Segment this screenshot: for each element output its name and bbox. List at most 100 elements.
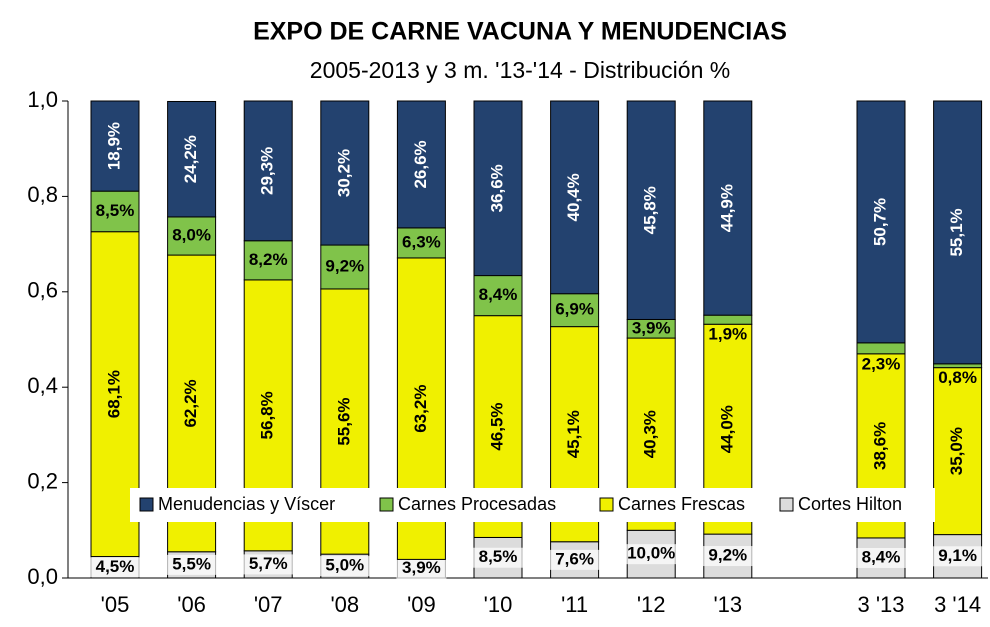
- data-label: 9,2%: [325, 256, 364, 275]
- y-tick-label: 1,0: [27, 87, 58, 112]
- data-label: 10,0%: [627, 544, 675, 563]
- bar-segment: [320, 100, 370, 246]
- bar-segment: [703, 314, 753, 325]
- data-label: 8,5%: [96, 201, 135, 220]
- data-label: 55,1%: [947, 208, 966, 256]
- data-label: 45,1%: [564, 410, 583, 458]
- label-box: [932, 546, 983, 567]
- legend-label: Menudencias y Víscer: [158, 494, 335, 514]
- y-tick-label: 0,8: [27, 182, 58, 207]
- data-label: 7,6%: [555, 549, 594, 568]
- x-tick-label: '06: [177, 592, 206, 617]
- bar-segment: [473, 100, 523, 277]
- data-label: 24,2%: [181, 135, 200, 183]
- legend-swatch: [779, 497, 794, 512]
- y-tick-label: 0,4: [27, 373, 58, 398]
- legend-box: [130, 488, 935, 522]
- x-tick-label: '05: [101, 592, 130, 617]
- bar-segment: [90, 190, 140, 233]
- data-label: 5,7%: [249, 554, 288, 573]
- label-box: [166, 554, 217, 575]
- bar-segment: [703, 100, 753, 316]
- data-label: 68,1%: [104, 370, 123, 418]
- data-label: 8,4%: [479, 285, 518, 304]
- y-tick-label: 0,6: [27, 278, 58, 303]
- data-label: 44,0%: [717, 405, 736, 453]
- bar-segment: [933, 100, 983, 365]
- y-tick-label: 0,0: [27, 564, 58, 589]
- label-box: [473, 547, 523, 568]
- x-tick-label: '13: [713, 592, 742, 617]
- bar-segment: [320, 244, 370, 290]
- data-label: 1,9%: [708, 325, 747, 344]
- data-label: 44,9%: [717, 184, 736, 232]
- data-label: 4,5%: [96, 557, 135, 576]
- data-label: 6,9%: [555, 300, 594, 319]
- data-label: 5,5%: [172, 554, 211, 573]
- legend-label: Cortes Hilton: [798, 494, 902, 514]
- x-tick-label: '11: [561, 592, 588, 617]
- label-box: [702, 546, 753, 567]
- legend-swatch: [379, 497, 394, 512]
- label-box: [549, 549, 600, 570]
- data-label: 30,2%: [334, 149, 353, 197]
- data-label: 29,3%: [258, 147, 277, 195]
- data-label: 50,7%: [870, 198, 889, 246]
- data-label: 26,6%: [411, 140, 430, 188]
- y-tick-label: 0,2: [27, 468, 58, 493]
- bar-segment: [396, 100, 446, 229]
- bar-segment: [550, 293, 600, 328]
- data-label: 5,0%: [325, 556, 364, 575]
- label-box: [90, 557, 140, 578]
- data-label: 9,2%: [708, 546, 747, 565]
- data-label: 40,3%: [641, 410, 660, 458]
- data-label: 6,3%: [402, 232, 441, 251]
- bar-segment: [933, 367, 983, 536]
- bar-segment: [856, 100, 906, 344]
- bar-segment: [473, 275, 523, 317]
- bar-segment: [856, 342, 906, 355]
- bar-segment: [167, 216, 217, 256]
- data-label: 62,2%: [181, 379, 200, 427]
- legend-label: Carnes Procesadas: [398, 494, 556, 514]
- data-label: 0,8%: [938, 368, 977, 387]
- data-label: 18,9%: [104, 122, 123, 170]
- data-label: 63,2%: [411, 385, 430, 433]
- bar-segment: [626, 100, 676, 320]
- x-tick-label: '07: [254, 592, 283, 617]
- data-label: 8,5%: [479, 547, 518, 566]
- x-tick-label: '12: [637, 592, 666, 617]
- data-label: 2,3%: [862, 354, 901, 373]
- bar-segment: [90, 100, 140, 192]
- data-label: 40,4%: [564, 173, 583, 221]
- data-label: 8,0%: [172, 225, 211, 244]
- chart-title: EXPO DE CARNE VACUNA Y MENUDENCIAS: [253, 18, 787, 46]
- chart-subtitle: 2005-2013 y 3 m. '13-'14 - Distribución …: [310, 57, 730, 83]
- legend-swatch: [599, 497, 614, 512]
- bar-segment: [167, 100, 217, 218]
- data-label: 8,4%: [862, 547, 901, 566]
- data-label: 45,8%: [641, 186, 660, 234]
- x-tick-label: '08: [330, 592, 359, 617]
- data-label: 35,0%: [947, 427, 966, 475]
- data-label: 9,1%: [938, 546, 977, 565]
- data-label: 55,6%: [334, 397, 353, 445]
- x-tick-label: '09: [407, 592, 436, 617]
- bar-segment: [396, 227, 446, 259]
- bar-segment: [550, 100, 600, 295]
- data-label: 38,6%: [870, 422, 889, 470]
- data-label: 3,9%: [632, 318, 671, 337]
- x-tick-label: 3 '14: [934, 592, 981, 617]
- label-box: [396, 558, 447, 579]
- data-label: 3,9%: [402, 558, 441, 577]
- data-label: 46,5%: [487, 402, 506, 450]
- x-tick-label: '10: [484, 592, 513, 617]
- label-box: [856, 547, 906, 568]
- bar-segment: [933, 363, 983, 369]
- data-label: 8,2%: [249, 250, 288, 269]
- label-box: [319, 556, 370, 577]
- bar-segment: [243, 100, 293, 242]
- legend-swatch: [139, 497, 154, 512]
- legend-label: Carnes Frescas: [618, 494, 745, 514]
